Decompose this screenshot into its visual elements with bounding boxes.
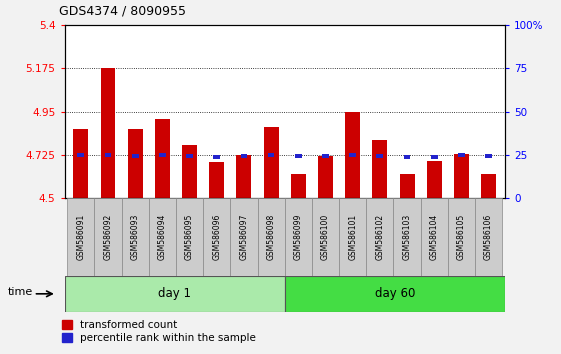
Bar <box>339 198 366 276</box>
Bar <box>231 198 257 276</box>
Text: GSM586092: GSM586092 <box>104 214 113 260</box>
Bar <box>128 129 142 198</box>
Bar <box>65 276 285 312</box>
Bar <box>366 198 393 276</box>
Bar <box>431 155 438 159</box>
Bar <box>176 198 203 276</box>
Bar <box>399 174 415 198</box>
Bar <box>236 155 251 198</box>
Text: GSM586104: GSM586104 <box>430 214 439 260</box>
Bar <box>77 153 84 157</box>
Text: time: time <box>8 287 33 297</box>
Bar <box>448 198 475 276</box>
Bar <box>186 154 193 158</box>
Text: GSM586097: GSM586097 <box>240 214 249 261</box>
Text: GSM586091: GSM586091 <box>76 214 85 260</box>
Bar <box>458 153 465 157</box>
Bar <box>345 112 360 198</box>
Legend: transformed count, percentile rank within the sample: transformed count, percentile rank withi… <box>58 317 259 346</box>
Bar <box>312 198 339 276</box>
Text: GSM586103: GSM586103 <box>403 214 412 260</box>
Bar <box>421 198 448 276</box>
Bar <box>73 129 88 198</box>
Bar <box>268 153 274 157</box>
Bar <box>264 127 279 198</box>
Bar <box>427 161 442 198</box>
Bar <box>285 276 505 312</box>
Text: GSM586093: GSM586093 <box>131 214 140 261</box>
Text: GSM586100: GSM586100 <box>321 214 330 260</box>
Text: GSM586105: GSM586105 <box>457 214 466 260</box>
Text: GSM586102: GSM586102 <box>375 214 384 260</box>
Bar <box>94 198 122 276</box>
Bar <box>350 153 356 157</box>
Text: GSM586094: GSM586094 <box>158 214 167 261</box>
Text: day 1: day 1 <box>158 287 191 300</box>
Text: GSM586099: GSM586099 <box>294 214 303 261</box>
Bar <box>485 154 492 158</box>
Text: GSM586101: GSM586101 <box>348 214 357 260</box>
Bar <box>100 68 116 198</box>
Text: day 60: day 60 <box>375 287 415 300</box>
Bar <box>481 174 496 198</box>
Bar <box>373 141 387 198</box>
Bar <box>209 162 224 198</box>
Bar <box>203 198 231 276</box>
Bar <box>213 155 220 159</box>
Bar <box>322 154 329 158</box>
Bar <box>132 154 139 158</box>
Bar <box>295 154 302 158</box>
Bar <box>291 174 306 198</box>
Bar <box>454 154 469 198</box>
Bar <box>182 145 197 198</box>
Text: GDS4374 / 8090955: GDS4374 / 8090955 <box>59 5 186 18</box>
Bar <box>159 153 165 157</box>
Text: GSM586098: GSM586098 <box>266 214 275 260</box>
Bar <box>404 155 411 159</box>
Bar <box>393 198 421 276</box>
Bar <box>149 198 176 276</box>
Bar <box>105 153 112 157</box>
Bar <box>67 198 94 276</box>
Bar <box>285 198 312 276</box>
Bar <box>376 154 383 158</box>
Text: GSM586106: GSM586106 <box>484 214 493 260</box>
Bar <box>257 198 285 276</box>
Bar <box>122 198 149 276</box>
Bar <box>155 119 170 198</box>
Text: GSM586096: GSM586096 <box>212 214 221 261</box>
Bar <box>241 154 247 158</box>
Bar <box>475 198 502 276</box>
Bar <box>318 156 333 198</box>
Text: GSM586095: GSM586095 <box>185 214 194 261</box>
